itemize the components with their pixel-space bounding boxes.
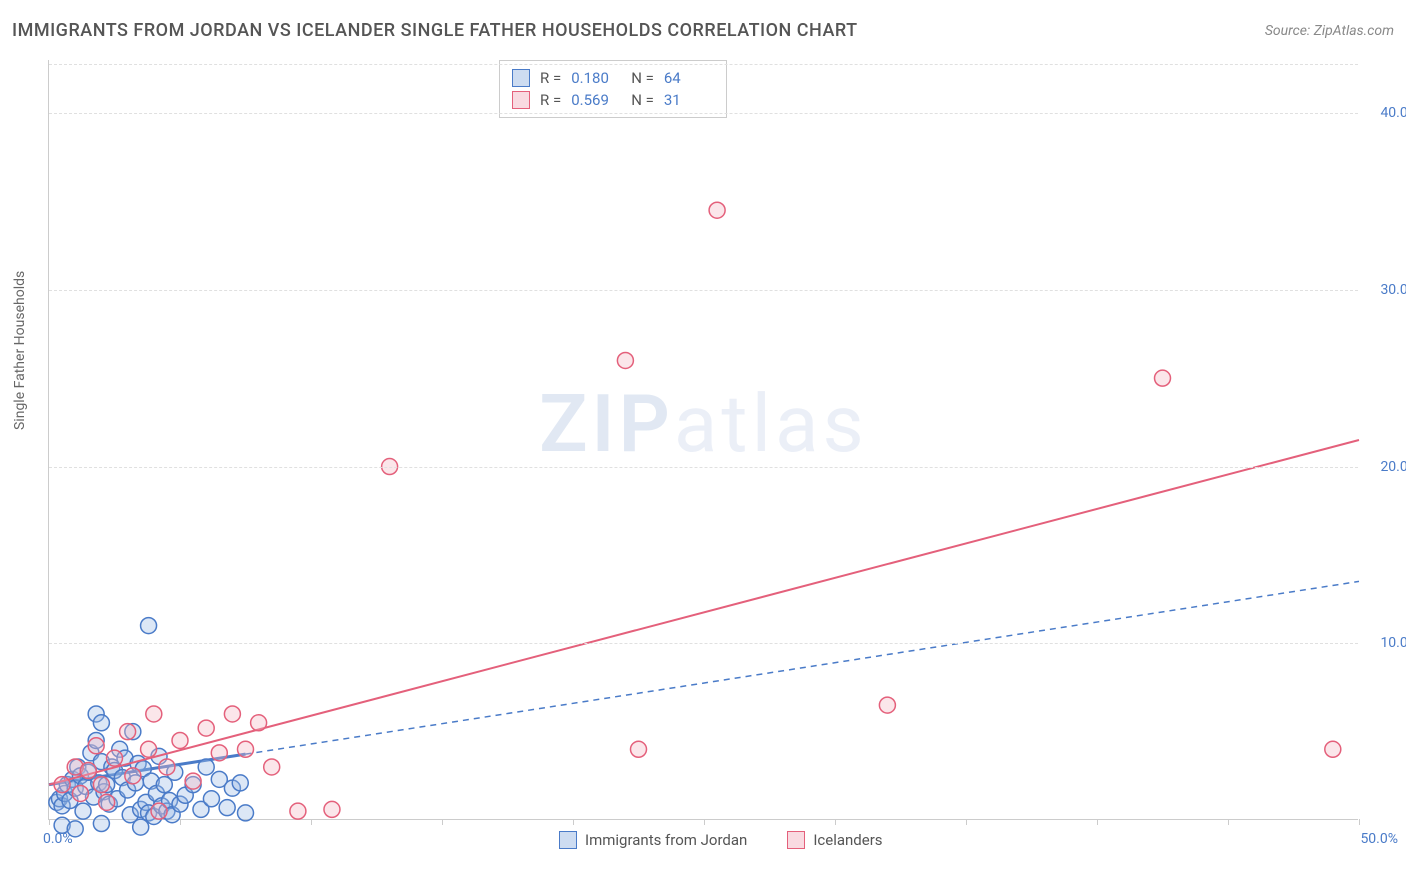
data-point	[93, 777, 109, 793]
grid-line	[49, 290, 1358, 291]
data-point	[72, 785, 88, 801]
stats-legend-row: R = 0.569 N = 31	[512, 89, 714, 111]
x-tick	[966, 819, 967, 825]
stats-legend-box: R = 0.180 N = 64 R = 0.569 N = 31	[499, 60, 727, 118]
data-point	[264, 759, 280, 775]
stats-n-value: 31	[664, 91, 714, 109]
data-point	[75, 803, 91, 819]
data-point	[290, 803, 306, 819]
x-tick-label-first: 0.0%	[43, 831, 73, 847]
stats-r-value: 0.180	[571, 69, 621, 87]
data-point	[93, 816, 109, 832]
data-point	[198, 759, 214, 775]
data-point	[631, 741, 647, 757]
y-tick-label: 10.0%	[1380, 635, 1406, 651]
x-tick	[1359, 819, 1360, 825]
stats-r-label: R =	[540, 69, 561, 87]
x-tick	[1228, 819, 1229, 825]
legend-item: Immigrants from Jordan	[559, 831, 747, 849]
chart-title: IMMIGRANTS FROM JORDAN VS ICELANDER SING…	[12, 20, 858, 41]
data-point	[159, 759, 175, 775]
data-point	[141, 741, 157, 757]
data-point	[238, 805, 254, 821]
legend-swatch	[559, 831, 577, 849]
data-point	[232, 775, 248, 791]
x-tick-label-last: 50.0%	[1360, 831, 1398, 847]
data-point	[1155, 370, 1171, 386]
data-point	[617, 352, 633, 368]
data-point	[224, 706, 240, 722]
y-tick-label: 40.0%	[1380, 105, 1406, 121]
data-point	[125, 768, 141, 784]
data-point	[1325, 741, 1341, 757]
stats-n-label: N =	[631, 69, 654, 87]
data-point	[251, 715, 267, 731]
data-point	[879, 697, 895, 713]
stats-n-label: N =	[631, 91, 654, 109]
stats-n-value: 64	[664, 69, 714, 87]
data-point	[93, 715, 109, 731]
x-tick	[573, 819, 574, 825]
legend-swatch	[512, 91, 530, 109]
legend-label: Immigrants from Jordan	[585, 831, 747, 849]
data-point	[99, 794, 115, 810]
legend-item: Icelanders	[787, 831, 882, 849]
x-tick	[311, 819, 312, 825]
x-tick	[180, 819, 181, 825]
grid-line	[49, 113, 1358, 114]
x-tick	[835, 819, 836, 825]
data-point	[238, 741, 254, 757]
x-tick	[49, 819, 50, 825]
data-point	[203, 791, 219, 807]
data-point	[211, 745, 227, 761]
grid-line	[49, 643, 1358, 644]
stats-r-value: 0.569	[571, 91, 621, 109]
data-point	[54, 777, 70, 793]
stats-legend-row: R = 0.180 N = 64	[512, 67, 714, 89]
y-tick-label: 30.0%	[1380, 282, 1406, 298]
data-point	[172, 732, 188, 748]
x-tick	[1097, 819, 1098, 825]
chart-header: IMMIGRANTS FROM JORDAN VS ICELANDER SING…	[12, 20, 1394, 41]
chart-plot-area: ZIPatlas R =0.180N =64R =0.569N =31 Immi…	[48, 60, 1358, 820]
grid-line	[49, 64, 1358, 65]
grid-line	[49, 467, 1358, 468]
data-point	[219, 800, 235, 816]
data-point	[198, 720, 214, 736]
series-legend: Immigrants from Jordan Icelanders	[559, 831, 883, 849]
legend-swatch	[512, 69, 530, 87]
data-point	[151, 803, 167, 819]
data-point	[107, 750, 123, 766]
data-point	[185, 773, 201, 789]
data-point	[709, 202, 725, 218]
data-point	[133, 819, 149, 835]
data-point	[324, 801, 340, 817]
data-point	[80, 763, 96, 779]
data-point	[88, 738, 104, 754]
data-point	[141, 618, 157, 634]
y-tick-label: 20.0%	[1380, 459, 1406, 475]
legend-swatch	[787, 831, 805, 849]
data-point	[146, 706, 162, 722]
stats-r-label: R =	[540, 91, 561, 109]
chart-source: Source: ZipAtlas.com	[1265, 23, 1394, 39]
legend-label: Icelanders	[813, 831, 882, 849]
scatter-svg	[49, 60, 1358, 819]
y-axis-label: Single Father Households	[12, 271, 28, 430]
data-point	[120, 724, 136, 740]
x-tick	[442, 819, 443, 825]
x-tick	[704, 819, 705, 825]
